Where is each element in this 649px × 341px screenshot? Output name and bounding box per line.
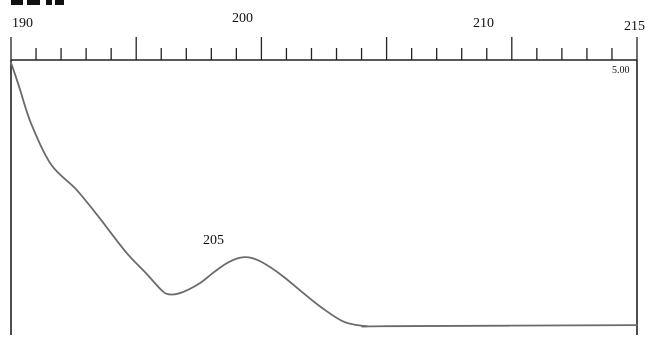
x-minor-ticks bbox=[35, 48, 613, 60]
x-tick-label: 215 bbox=[624, 19, 645, 34]
x-tick-label: 210 bbox=[473, 16, 494, 31]
x-tick-label: 190 bbox=[12, 16, 33, 31]
x-tick-label: 200 bbox=[232, 11, 253, 26]
spectrum-line bbox=[10, 61, 638, 328]
x-major-ticks bbox=[10, 37, 638, 60]
peak-annotation: 205 bbox=[203, 233, 224, 248]
y-top-label: 5.00 bbox=[612, 65, 630, 76]
header-fragment-ink bbox=[11, 0, 64, 5]
